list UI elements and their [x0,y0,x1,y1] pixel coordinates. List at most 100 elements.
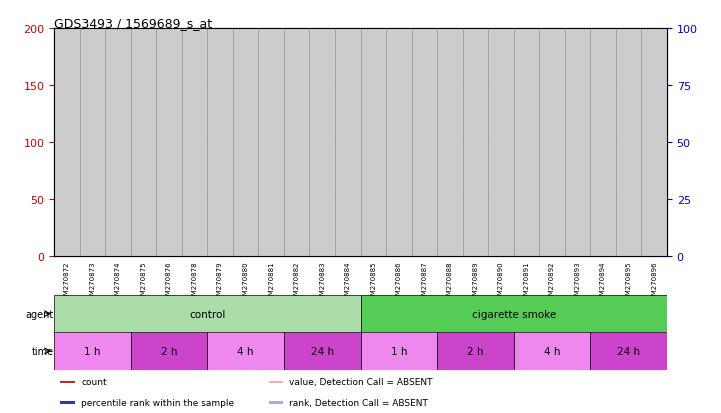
Text: GSM270887: GSM270887 [421,261,428,303]
Text: GSM270878: GSM270878 [192,261,198,303]
Text: 2 h: 2 h [467,346,484,356]
FancyBboxPatch shape [54,29,79,256]
Text: 1 h: 1 h [84,346,101,356]
Text: GSM270895: GSM270895 [626,261,632,303]
FancyBboxPatch shape [412,29,437,256]
Text: 2 h: 2 h [161,346,177,356]
Text: GSM270891: GSM270891 [523,261,529,303]
Text: GSM270874: GSM270874 [115,261,121,303]
Bar [291,237,303,256]
FancyBboxPatch shape [590,29,616,256]
Bar [284,332,360,370]
Text: 24 h: 24 h [617,346,640,356]
Text: 4 h: 4 h [237,346,254,356]
FancyBboxPatch shape [284,29,309,256]
Bar [188,248,201,256]
FancyBboxPatch shape [182,29,208,256]
Bar [571,233,584,256]
Text: GSM270896: GSM270896 [651,261,657,303]
Text: percentile rank within the sample: percentile rank within the sample [81,398,234,407]
FancyBboxPatch shape [156,29,182,256]
Bar [443,176,456,256]
Bar [268,401,283,404]
Bar [520,197,533,256]
FancyBboxPatch shape [565,29,590,256]
Text: GSM270893: GSM270893 [575,261,580,303]
Bar [360,295,667,332]
Bar [647,231,660,256]
Text: GSM270875: GSM270875 [141,261,146,303]
FancyBboxPatch shape [335,29,360,256]
Bar [316,218,329,256]
Bar [163,250,175,256]
Text: agent: agent [26,309,54,319]
FancyBboxPatch shape [258,29,284,256]
Text: 4 h: 4 h [544,346,560,356]
Text: GSM270873: GSM270873 [89,261,95,303]
Text: GSM270892: GSM270892 [549,261,555,303]
Text: GSM270879: GSM270879 [217,261,223,303]
Text: 24 h: 24 h [311,346,334,356]
Bar [112,120,124,256]
Text: GSM270885: GSM270885 [371,261,376,303]
Text: GSM270884: GSM270884 [345,261,350,303]
Bar [418,239,430,256]
Text: GSM270889: GSM270889 [472,261,479,303]
Bar [546,176,558,256]
Bar [268,381,283,383]
Text: GSM270881: GSM270881 [268,261,274,303]
FancyBboxPatch shape [208,29,233,256]
Text: GDS3493 / 1569689_s_at: GDS3493 / 1569689_s_at [54,17,212,29]
Bar [54,332,131,370]
Text: GSM270886: GSM270886 [396,261,402,303]
Text: value, Detection Call = ABSENT: value, Detection Call = ABSENT [289,377,433,387]
FancyBboxPatch shape [539,29,565,256]
FancyBboxPatch shape [105,29,131,256]
Bar [392,188,405,256]
Bar [54,295,360,332]
Bar [437,332,513,370]
Text: GSM270880: GSM270880 [242,261,249,303]
Text: GSM270883: GSM270883 [319,261,325,303]
Bar [360,332,437,370]
FancyBboxPatch shape [513,29,539,256]
Text: rank, Detection Call = ABSENT: rank, Detection Call = ABSENT [289,398,428,407]
Bar [61,191,74,256]
Text: count: count [81,377,107,387]
Bar [131,332,208,370]
FancyBboxPatch shape [309,29,335,256]
Bar [265,142,278,256]
Text: GSM270882: GSM270882 [293,261,300,303]
FancyBboxPatch shape [233,29,258,256]
FancyBboxPatch shape [488,29,513,256]
Bar [137,231,150,256]
Text: GSM270888: GSM270888 [447,261,453,303]
FancyBboxPatch shape [463,29,488,256]
Text: control: control [189,309,226,319]
Bar [213,228,226,256]
Bar [590,332,667,370]
Bar [513,332,590,370]
FancyBboxPatch shape [131,29,156,256]
FancyBboxPatch shape [642,29,667,256]
Text: time: time [32,346,54,356]
FancyBboxPatch shape [437,29,463,256]
Bar [597,242,609,256]
FancyBboxPatch shape [386,29,412,256]
Bar [367,69,380,256]
Bar [622,242,635,256]
Text: GSM270890: GSM270890 [498,261,504,303]
FancyBboxPatch shape [616,29,642,256]
Text: cigarette smoke: cigarette smoke [472,309,556,319]
Text: GSM270876: GSM270876 [166,261,172,303]
Text: 1 h: 1 h [391,346,407,356]
Bar [341,247,354,256]
Text: GSM270872: GSM270872 [64,261,70,303]
Bar [495,171,508,256]
Text: GSM270894: GSM270894 [600,261,606,303]
Bar [86,185,99,256]
Bar [61,381,75,383]
Bar [61,401,75,404]
FancyBboxPatch shape [360,29,386,256]
Bar [469,244,482,256]
